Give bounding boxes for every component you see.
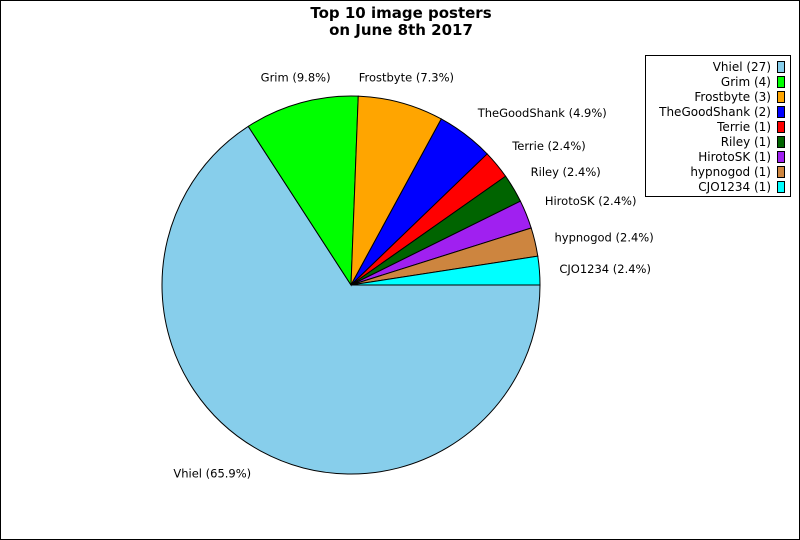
- legend-item-cjo1234: CJO1234 (1): [646, 179, 790, 194]
- legend-item-terrie: Terrie (1): [646, 119, 790, 134]
- chart-title-line-2: on June 8th 2017: [329, 21, 473, 39]
- legend-label: Grim (4): [720, 74, 771, 89]
- legend-label: Vhiel (27): [712, 59, 771, 74]
- pie-label-riley: Riley (2.4%): [531, 165, 601, 179]
- legend-label: HirotoSK (1): [698, 149, 771, 164]
- pie-labels: Vhiel (65.9%) Grim (9.8%) Frostbyte (7.3%)…: [173, 70, 653, 480]
- legend-item-riley: Riley (1): [646, 134, 790, 149]
- legend-item-frostbyte: Frostbyte (3): [646, 89, 790, 104]
- legend: Vhiel (27) Grim (4) Frostbyte (3) TheGoodSh…: [645, 55, 791, 197]
- legend-swatch: [777, 135, 785, 148]
- legend-item-vhiel: Vhiel (27): [646, 59, 790, 74]
- pie-label-vhiel: Vhiel (65.9%): [173, 467, 251, 481]
- legend-label: Riley (1): [720, 134, 771, 149]
- legend-label: Terrie (1): [717, 119, 771, 134]
- legend-item-grim: Grim (4): [646, 74, 790, 89]
- pie-label-terrie: Terrie (2.4%): [511, 139, 586, 153]
- pie-slice-grim: [247, 95, 359, 287]
- pie-slice-vhiel: [161, 125, 541, 475]
- legend-label: CJO1234 (1): [698, 179, 771, 194]
- legend-label: hypnogod (1): [690, 164, 771, 179]
- pie-slices: [161, 95, 541, 475]
- pie-label-frostbyte: Frostbyte (7.3%): [359, 70, 454, 84]
- pie-slice-cjo1234: [350, 255, 541, 286]
- legend-swatch: [777, 60, 785, 73]
- legend-item-hirotosk: HirotoSK (1): [646, 149, 790, 164]
- pie-label-cjo1234: CJO1234 (2.4%): [559, 262, 651, 276]
- chart-title-line-1: Top 10 image posters: [310, 4, 492, 22]
- legend-label: Frostbyte (3): [694, 89, 771, 104]
- legend-swatch: [777, 75, 785, 88]
- pie-label-grim: Grim (9.8%): [261, 70, 331, 84]
- legend-swatch: [777, 150, 785, 163]
- legend-swatch: [777, 120, 785, 133]
- legend-item-hypnogod: hypnogod (1): [646, 164, 790, 179]
- legend-swatch: [777, 90, 785, 103]
- pie-label-thegoodshank: TheGoodShank (4.9%): [477, 106, 607, 120]
- legend-swatch: [777, 180, 785, 193]
- pie-label-hirotosk: HirotoSK (2.4%): [545, 194, 637, 208]
- legend-swatch: [777, 165, 785, 178]
- legend-swatch: [777, 105, 785, 118]
- pie-label-hypnogod: hypnogod (2.4%): [555, 230, 654, 244]
- legend-item-thegoodshank: TheGoodShank (2): [646, 104, 790, 119]
- legend-label: TheGoodShank (2): [659, 104, 771, 119]
- chart-title: Top 10 image posters on June 8th 2017: [1, 4, 799, 39]
